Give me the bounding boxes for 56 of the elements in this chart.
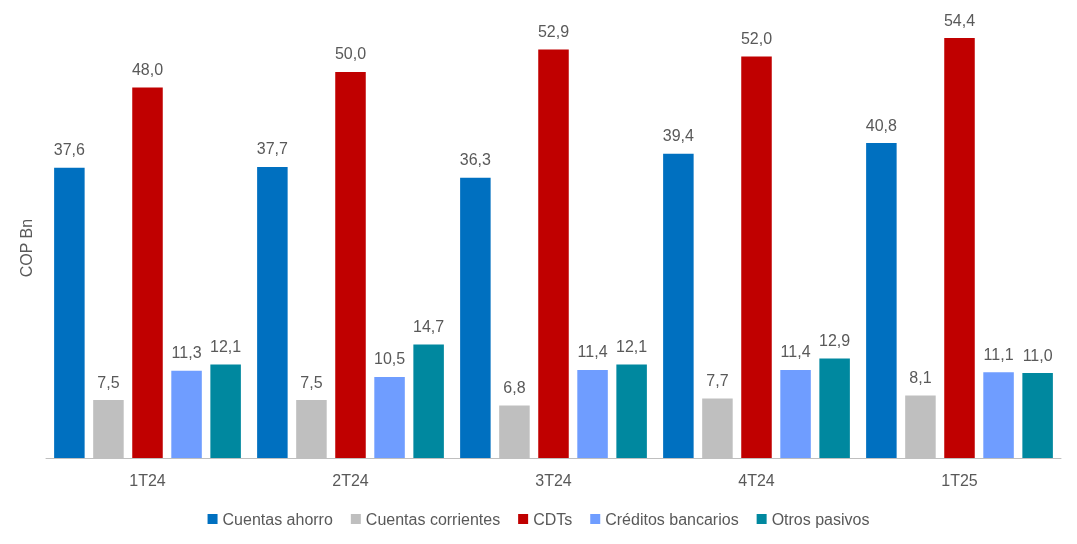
x-tick-label: 2T24 xyxy=(332,471,369,489)
data-label: 36,3 xyxy=(459,151,492,169)
data-label: 7,7 xyxy=(706,372,729,390)
data-label: 48,0 xyxy=(131,60,164,78)
data-label: 37,7 xyxy=(256,140,289,158)
data-label: 52,9 xyxy=(537,23,570,41)
bar xyxy=(616,364,647,458)
bar xyxy=(171,370,202,458)
data-label: 11,4 xyxy=(780,343,811,361)
bar xyxy=(944,38,975,458)
data-label: 7,5 xyxy=(97,373,120,391)
data-label: 10,5 xyxy=(373,350,406,368)
data-label: 39,4 xyxy=(662,127,695,145)
data-label: 54,4 xyxy=(943,11,976,29)
bar xyxy=(663,153,694,458)
bar xyxy=(132,87,163,458)
data-label: 11,0 xyxy=(1022,346,1053,364)
bar xyxy=(741,56,772,458)
data-label: 50,0 xyxy=(334,45,367,63)
legend-label: Cuentas ahorro xyxy=(222,510,333,528)
data-label: 12,9 xyxy=(819,331,851,349)
x-tick-label: 1T24 xyxy=(129,471,166,489)
data-label: 11,1 xyxy=(983,345,1014,363)
bar xyxy=(577,369,608,458)
data-label: 52,0 xyxy=(740,30,773,48)
bar xyxy=(866,143,897,458)
bar xyxy=(210,364,241,458)
data-label: 37,6 xyxy=(53,141,86,159)
bar xyxy=(335,71,366,458)
bar xyxy=(460,177,491,458)
data-label: 14,7 xyxy=(413,318,445,336)
bar xyxy=(54,167,85,458)
bar xyxy=(413,344,444,458)
x-tick-label: 4T24 xyxy=(738,471,775,489)
y-axis-title: COP Bn xyxy=(17,218,35,278)
bar xyxy=(538,49,569,458)
data-label: 40,8 xyxy=(865,116,898,134)
x-tick-label: 1T25 xyxy=(941,471,978,489)
legend-label: Cuentas corrientes xyxy=(365,510,501,528)
data-label: 11,4 xyxy=(577,343,608,361)
legend-label: CDTs xyxy=(533,510,573,528)
data-label: 12,1 xyxy=(210,338,242,356)
data-label: 12,1 xyxy=(616,338,648,356)
bar xyxy=(780,369,811,458)
bar xyxy=(819,358,850,458)
bar xyxy=(983,372,1014,458)
bar xyxy=(374,376,405,458)
legend-label: Otros pasivos xyxy=(771,510,870,528)
bar xyxy=(257,166,288,458)
x-tick-label: 3T24 xyxy=(535,471,572,489)
legend-label: Créditos bancarios xyxy=(605,510,739,528)
data-label: 8,1 xyxy=(909,368,932,386)
data-label: 6,8 xyxy=(503,379,526,396)
bar xyxy=(1022,373,1053,458)
data-label: 11,3 xyxy=(171,344,202,362)
data-label: 7,5 xyxy=(300,373,323,391)
